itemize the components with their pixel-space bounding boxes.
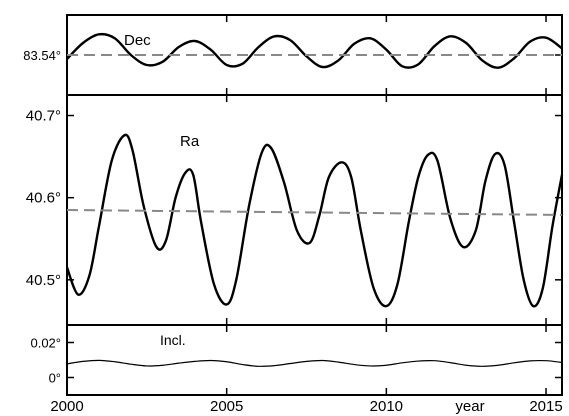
series-line-bottom-main [66,359,563,367]
y-tick-label-middle-2: 40.7° [26,108,61,125]
panel-frame-incl [66,324,563,396]
x-tick-label-3: 2015 [529,398,562,415]
y-tick-label-bottom-1: 0° [49,371,61,386]
series-line-middle-mean-dashed [66,209,563,216]
y-tick-label-top-0: 83.54° [23,48,61,63]
x-tick-label-1: 2005 [210,398,243,415]
series-line-middle-main [65,133,564,308]
x-tick-label-2: 2010 [370,398,403,415]
y-tick-label-middle-1: 40.6° [26,190,61,207]
chart-marks: 83.54° 40.5° 40.6° 40.7° 0.02° 0° 2000 2005 2010… [23,15,564,415]
series-label-incl: Incl. [160,332,186,348]
y-tick-label-bottom-0: 0.02° [30,336,61,351]
x-axis-unit-label: year [455,398,484,415]
y-tick-label-middle-0: 40.5° [26,272,61,289]
series-label-dec: Dec [124,32,151,49]
series-line-top-main [66,32,563,69]
series-label-ra: Ra [180,133,200,150]
x-tick-label-0: 2000 [50,398,83,415]
